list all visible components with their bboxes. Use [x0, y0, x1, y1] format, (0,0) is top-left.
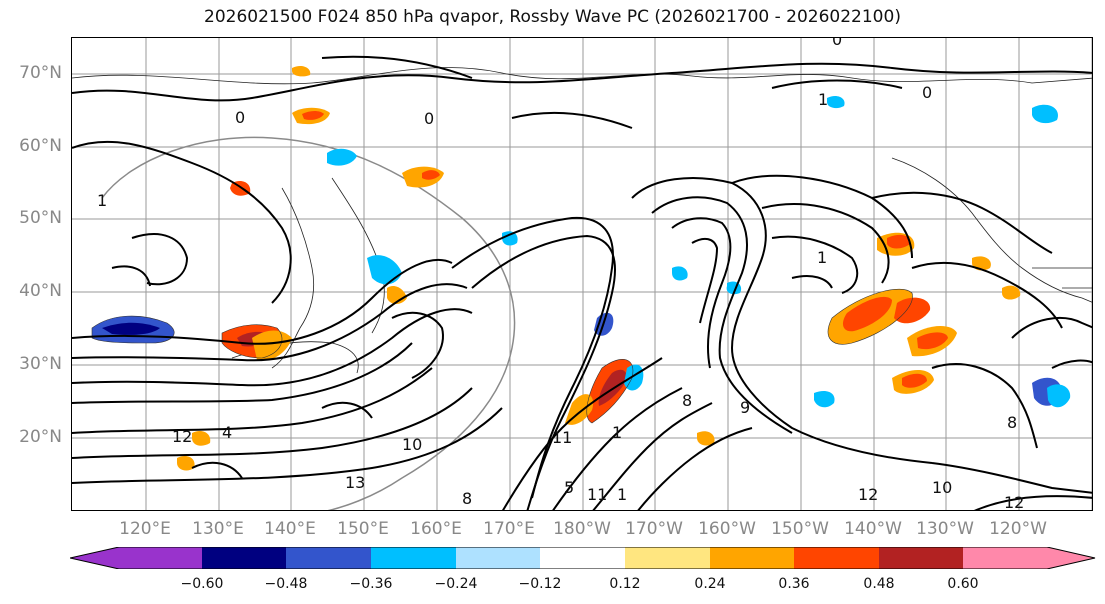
pressure-contours	[72, 55, 1092, 510]
contour-label: 1	[612, 423, 622, 442]
plot-title: 2026021500 F024 850 hPa qvapor, Rossby W…	[204, 7, 901, 27]
reference-circle	[101, 136, 516, 510]
lon-label-120e: 120°E	[119, 519, 171, 539]
lon-label-140w: 140°W	[844, 519, 902, 539]
lon-label-130w: 130°W	[916, 519, 974, 539]
colorbar-segment	[794, 547, 879, 569]
contour-label: 12	[858, 485, 878, 504]
colorbar-tick-label: 0.24	[694, 576, 726, 592]
lon-label-180w: 180°W	[553, 519, 611, 539]
lon-label-120w: 120°W	[989, 519, 1047, 539]
lon-label-160e: 160°E	[410, 519, 462, 539]
colorbar-segment	[202, 547, 286, 569]
colorbar-tick-label: 0.60	[947, 576, 979, 592]
lat-label-50n: 50°N	[19, 208, 62, 228]
colorbar-segment	[456, 547, 540, 569]
colorbar-tick-label: −0.60	[180, 576, 224, 592]
lat-label-20n: 20°N	[19, 427, 62, 447]
colorbar-segment	[625, 547, 710, 569]
colorbar-segment	[540, 547, 625, 569]
contour-label: 1	[818, 90, 828, 109]
anomaly-patches	[92, 65, 1071, 471]
colorbar-left-extension	[70, 547, 202, 569]
map-panel: 0 0 0 0 1 1 1 1 10 10 11 11 12 12 12 13 …	[71, 37, 1093, 511]
colorbar-tick-label: −0.36	[349, 576, 393, 592]
colorbar-right-extension	[963, 547, 1095, 569]
lon-label-160w: 160°W	[698, 519, 756, 539]
contour-label: 0	[832, 38, 842, 49]
contour-label: 0	[424, 109, 434, 128]
contour-label: 1	[617, 485, 627, 504]
colorbar-tick-label: −0.48	[264, 576, 308, 592]
lon-label-170w: 170°W	[625, 519, 683, 539]
contour-label: 11	[587, 485, 607, 504]
contour-label: 1	[97, 191, 107, 210]
contour-label: 11	[552, 428, 572, 447]
contour-label: 0	[922, 83, 932, 102]
colorbar-tick-label: 0.36	[778, 576, 810, 592]
colorbar-tick-label: −0.12	[518, 576, 562, 592]
colorbar-tick-label: 0.48	[863, 576, 895, 592]
lon-label-140e: 140°E	[264, 519, 316, 539]
lat-label-30n: 30°N	[19, 354, 62, 374]
contour-label: 5	[564, 478, 574, 497]
colorbar-segment	[286, 547, 371, 569]
patch-edges	[91, 288, 913, 424]
lon-label-150e: 150°E	[337, 519, 389, 539]
contour-label: 13	[345, 473, 365, 492]
colorbar-segment	[710, 547, 794, 569]
lon-label-130e: 130°E	[192, 519, 244, 539]
contour-label: 10	[932, 478, 952, 497]
contour-label: 8	[682, 391, 692, 410]
contour-label: 10	[402, 435, 422, 454]
contour-label: 8	[1007, 413, 1017, 432]
colorbar-segment	[879, 547, 963, 569]
lon-label-170e: 170°E	[483, 519, 535, 539]
lat-label-70n: 70°N	[19, 63, 62, 83]
map-svg: 0 0 0 0 1 1 1 1 10 10 11 11 12 12 12 13 …	[72, 38, 1092, 511]
contour-label: 1	[817, 248, 827, 267]
colorbar	[70, 547, 1096, 569]
colorbar-tick-label: 0.12	[609, 576, 641, 592]
contour-label: 0	[235, 108, 245, 127]
colorbar-outline	[70, 547, 1096, 569]
contour-label: 4	[222, 423, 232, 442]
colorbar-segment	[371, 547, 456, 569]
contour-label: 12	[1004, 493, 1024, 511]
lat-label-40n: 40°N	[19, 281, 62, 301]
contour-label: 12	[172, 427, 192, 446]
lat-label-60n: 60°N	[19, 136, 62, 156]
lon-label-150w: 150°W	[771, 519, 829, 539]
contour-label-group: 0 0 0 0 1 1 1 1 10 10 11 11 12 12 12 13 …	[97, 38, 1024, 511]
contour-label: 8	[462, 489, 472, 508]
colorbar-tick-label: −0.24	[434, 576, 478, 592]
contour-label: 9	[740, 398, 750, 417]
